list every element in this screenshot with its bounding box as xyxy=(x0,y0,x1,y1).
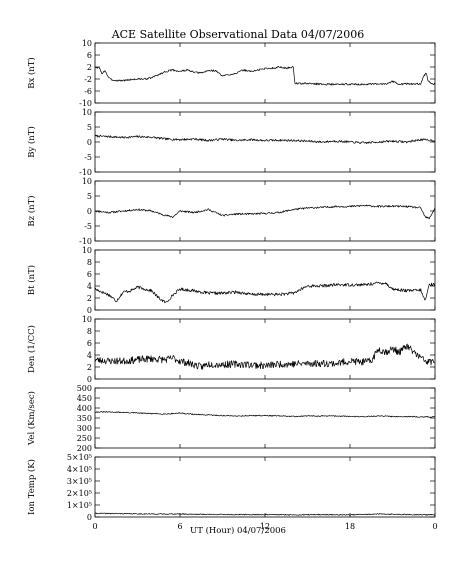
y-tick-label: 2×10⁵ xyxy=(67,489,92,498)
y-tick-label: 0 xyxy=(87,207,92,216)
y-tick-label: 250 xyxy=(77,434,92,443)
panel-frame xyxy=(94,249,436,311)
y-tick-label: -2 xyxy=(84,75,92,84)
series-line xyxy=(94,134,436,144)
y-tick-label: 500 xyxy=(77,384,92,393)
y-axis-label: Bt (nT) xyxy=(26,265,37,295)
y-tick-label: 3×10⁵ xyxy=(67,477,92,486)
panels-group: 10 6 2 -2 -6 -10 Bx (nT) 10 5 0 -5 -10 By (nT) 10 5 0 -5… xyxy=(26,39,438,531)
x-tick-label: 0 xyxy=(92,522,97,531)
y-tick-label: 6 xyxy=(87,51,92,60)
y-axis-label: Ion Temp (K) xyxy=(26,459,37,515)
y-tick-label: 1×10⁵ xyxy=(67,501,92,510)
panel-2: 10 5 0 -5 -10 By (nT) xyxy=(26,108,436,177)
panel-5: 10 8 6 4 2 0 Den (1/CC) xyxy=(26,315,436,384)
y-tick-label: 0 xyxy=(87,375,92,384)
panel-1: 10 6 2 -2 -6 -10 Bx (nT) xyxy=(26,39,436,108)
x-tick-label: 12 xyxy=(260,522,270,531)
panel-frame xyxy=(94,180,436,242)
y-tick-label: 10 xyxy=(82,39,92,48)
y-tick-label: 8 xyxy=(87,327,92,336)
series-line xyxy=(94,411,436,418)
y-tick-label: 0 xyxy=(87,138,92,147)
y-tick-label: 400 xyxy=(77,404,92,413)
y-tick-label: 10 xyxy=(82,315,92,324)
y-tick-label: -10 xyxy=(79,168,92,177)
series-line xyxy=(94,343,436,370)
panel-frame xyxy=(94,456,436,518)
y-tick-label: 0 xyxy=(87,513,92,522)
y-tick-label: 4 xyxy=(87,282,92,291)
y-axis-label: Den (1/CC) xyxy=(26,325,37,373)
y-axis-label: Vel (Km/sec) xyxy=(26,391,37,446)
y-tick-label: 300 xyxy=(77,424,92,433)
x-tick-label: 18 xyxy=(345,522,355,531)
panel-7: 5×10⁵ 4×10⁵ 3×10⁵ 2×10⁵ 1×10⁵ 0 Ion Temp (K) xyxy=(26,453,436,522)
y-tick-label: 10 xyxy=(82,177,92,186)
y-tick-label: 10 xyxy=(82,108,92,117)
series-line xyxy=(94,281,436,304)
y-tick-label: 5 xyxy=(87,123,92,132)
y-tick-label: 6 xyxy=(87,339,92,348)
y-tick-label: 450 xyxy=(77,394,92,403)
y-tick-label: -6 xyxy=(84,87,92,96)
panel-4: 10 8 6 4 2 0 Bt (nT) xyxy=(26,246,436,315)
y-tick-label: 4 xyxy=(87,351,92,360)
y-tick-label: -5 xyxy=(84,153,92,162)
y-tick-label: -10 xyxy=(79,237,92,246)
panel-frame xyxy=(94,318,436,380)
series-line xyxy=(94,66,436,86)
y-tick-label: 0 xyxy=(87,306,92,315)
y-tick-label: 2 xyxy=(87,63,92,72)
panel-frame xyxy=(94,387,436,449)
series-line xyxy=(94,512,436,516)
y-tick-label: 6 xyxy=(87,270,92,279)
y-axis-label: Bx (nT) xyxy=(26,57,37,89)
y-tick-label: 5×10⁵ xyxy=(67,453,92,462)
panel-frame xyxy=(94,42,436,104)
y-tick-label: 5 xyxy=(87,192,92,201)
y-tick-label: -10 xyxy=(79,99,92,108)
y-tick-label: 350 xyxy=(77,414,92,423)
y-tick-label: 2 xyxy=(87,294,92,303)
y-axis-label: Bz (nT) xyxy=(26,195,37,226)
x-axis-label: UT (Hour) 04/07/2006 xyxy=(190,525,286,536)
panel-3: 10 5 0 -5 -10 Bz (nT) xyxy=(26,177,436,246)
y-tick-label: 200 xyxy=(77,444,92,453)
y-axis-label: By (nT) xyxy=(26,126,37,158)
y-tick-label: 2 xyxy=(87,363,92,372)
y-tick-label: 4×10⁵ xyxy=(67,465,92,474)
y-tick-label: 10 xyxy=(82,246,92,255)
panel-frame xyxy=(94,111,436,173)
y-tick-label: -5 xyxy=(84,222,92,231)
series-line xyxy=(94,204,436,220)
y-tick-label: 8 xyxy=(87,258,92,267)
x-tick-label: 0 xyxy=(432,522,437,531)
x-tick-label: 6 xyxy=(177,522,182,531)
figure-title: ACE Satellite Observational Data 04/07/2… xyxy=(111,28,365,41)
